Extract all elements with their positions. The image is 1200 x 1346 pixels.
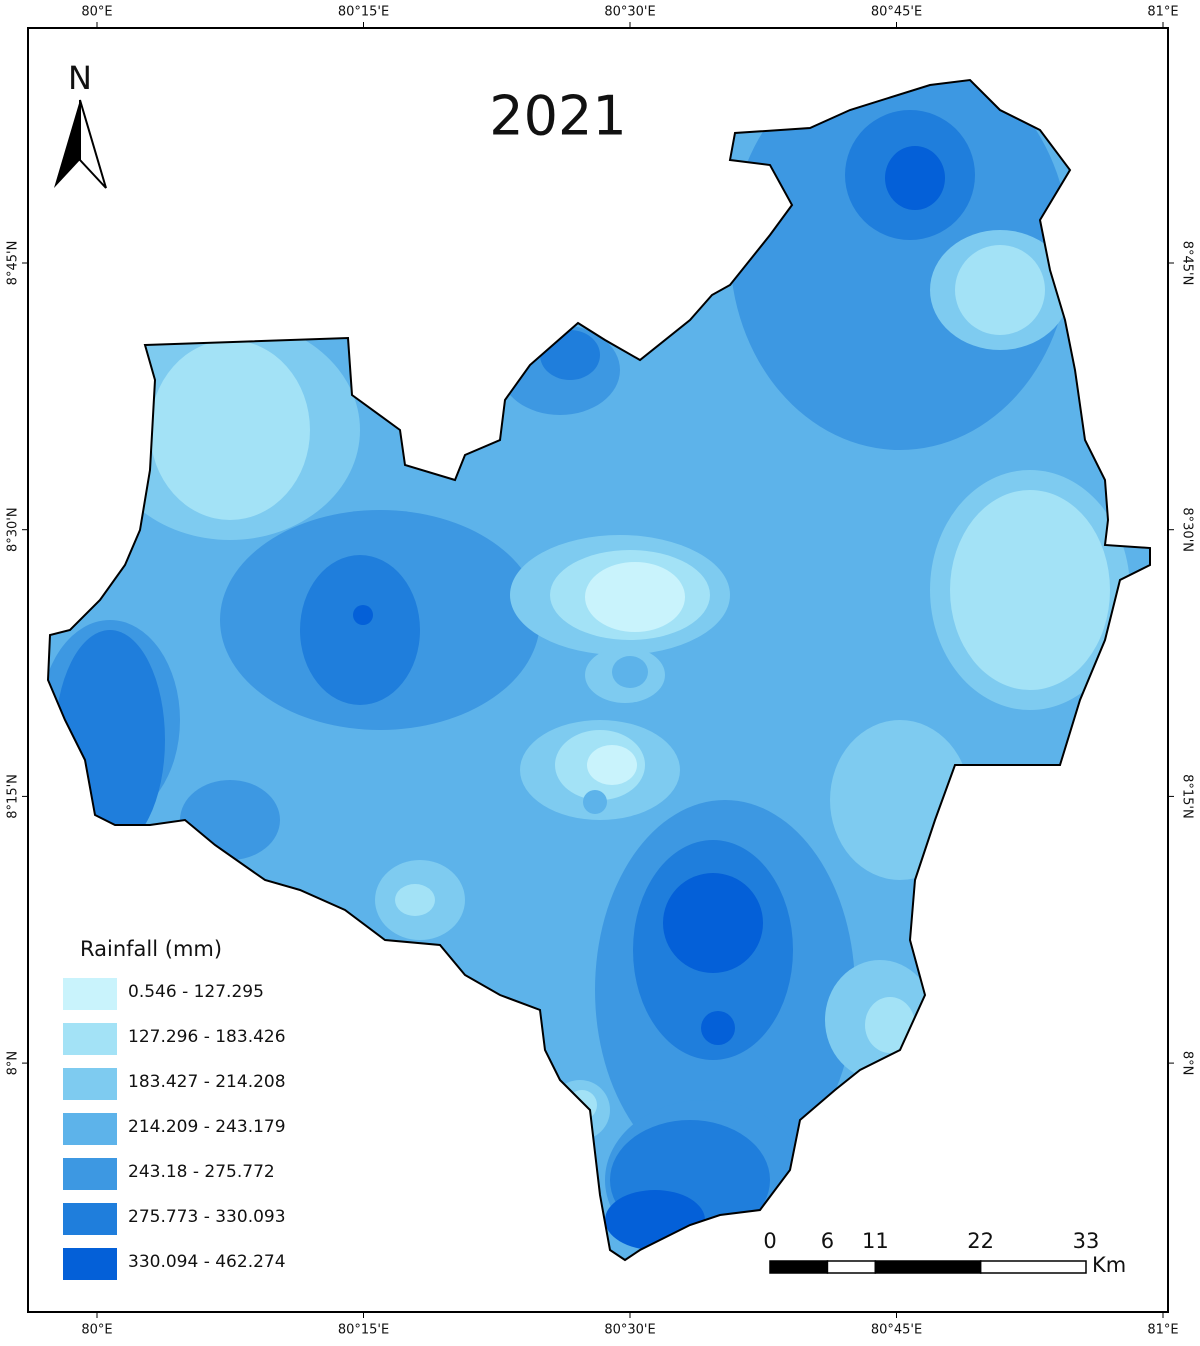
zone — [353, 605, 373, 625]
zone — [180, 780, 280, 860]
latitude-label: 8°45'N — [6, 241, 21, 286]
scale-segment — [979, 1260, 1087, 1274]
legend-swatch — [63, 1023, 117, 1055]
latitude-label: 8°15'N — [1180, 774, 1195, 819]
scale-tick-label: 22 — [967, 1229, 994, 1253]
graticule-labels: 80°E 80°E 80°15'E 80°15'E 80°30'E 80°30'E 80°4… — [6, 5, 1195, 1338]
scale-tick-label: 11 — [862, 1229, 889, 1253]
scale-segment — [874, 1260, 982, 1274]
zone — [950, 490, 1110, 690]
longitude-label: 80°E — [81, 1323, 112, 1338]
zone — [550, 1080, 610, 1140]
zone — [830, 720, 970, 880]
zone — [612, 656, 648, 688]
north-label: N — [68, 59, 92, 97]
latitude-label: 8°30'N — [6, 507, 21, 552]
latitude-label: 8°N — [6, 1051, 21, 1076]
north-arrow-right — [79, 99, 107, 189]
zone — [955, 245, 1045, 335]
legend: 0.546 - 127.295 127.296 - 183.426 183.427 … — [63, 978, 286, 1280]
latitude-label: 8°N — [1180, 1051, 1195, 1076]
longitude-label: 81°E — [1147, 5, 1178, 20]
zone — [701, 1011, 735, 1045]
legend-label: 275.773 - 330.093 — [128, 1207, 286, 1227]
zone — [395, 884, 435, 916]
legend-swatch — [63, 1068, 117, 1100]
latitude-label: 8°45'N — [1180, 241, 1195, 286]
longitude-label: 80°15'E — [338, 1323, 389, 1338]
legend-swatch — [63, 1248, 117, 1280]
legend-label: 183.427 - 214.208 — [128, 1072, 286, 1092]
scale-unit: Km — [1092, 1253, 1126, 1277]
legend-label: 127.296 - 183.426 — [128, 1027, 286, 1047]
scale-segment — [826, 1260, 877, 1274]
legend-swatch — [63, 1203, 117, 1235]
zone — [663, 873, 763, 973]
legend-label: 243.18 - 275.772 — [128, 1162, 275, 1182]
scale-tick-label: 33 — [1073, 1229, 1100, 1253]
zone — [540, 330, 600, 380]
zone — [300, 555, 420, 705]
scale-tick-label: 6 — [821, 1229, 834, 1253]
legend-swatch — [63, 1113, 117, 1145]
zone — [55, 630, 165, 850]
map-title: 2021 — [489, 85, 626, 148]
legend-label: 214.209 - 243.179 — [128, 1117, 286, 1137]
longitude-label: 80°E — [81, 5, 112, 20]
zone — [885, 146, 945, 210]
zone — [585, 562, 685, 632]
longitude-label: 80°15'E — [338, 5, 389, 20]
legend-label: 0.546 - 127.295 — [128, 982, 264, 1002]
zone — [587, 745, 637, 785]
longitude-label: 80°30'E — [604, 1323, 655, 1338]
longitude-label: 80°30'E — [604, 5, 655, 20]
scale-segment — [769, 1260, 829, 1274]
legend-swatch — [63, 1158, 117, 1190]
scale-tick-label: 0 — [763, 1229, 776, 1253]
longitude-label: 81°E — [1147, 1323, 1178, 1338]
latitude-label: 8°15'N — [6, 774, 21, 819]
legend-swatch — [63, 978, 117, 1010]
district-boundary — [46, 78, 1151, 1262]
zone — [567, 1090, 597, 1120]
zone — [865, 997, 915, 1053]
map-frame — [27, 27, 1169, 1313]
longitude-label: 80°45'E — [871, 5, 922, 20]
zone — [605, 1190, 705, 1250]
legend-title: Rainfall (mm) — [80, 937, 222, 961]
zone — [583, 790, 607, 814]
north-arrow-left — [54, 100, 80, 188]
legend-label: 330.094 - 462.274 — [128, 1252, 286, 1272]
longitude-label: 80°45'E — [871, 1323, 922, 1338]
zone — [730, 80, 1070, 450]
zone — [150, 340, 310, 520]
latitude-label: 8°30'N — [1180, 507, 1195, 552]
